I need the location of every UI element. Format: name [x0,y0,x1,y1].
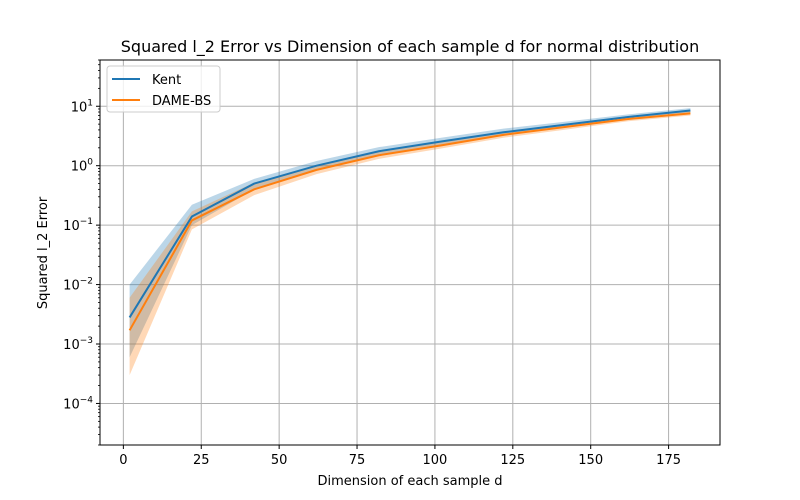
x-tick-label: 100 [423,453,448,468]
x-axis-ticks: 0 25 50 75 100 125 150 175 [119,445,681,468]
legend-label: DAME-BS [152,94,211,109]
chart-title: Squared l_2 Error vs Dimension of each s… [121,37,699,57]
y-tick-label: 10−4 [63,395,93,412]
y-tick-label: 100 [71,158,94,175]
x-tick-label: 175 [656,453,681,468]
y-tick-label: 10−2 [63,277,93,294]
grid-lines [100,60,720,445]
x-tick-label: 75 [349,453,366,468]
y-axis-label: Squared l_2 Error [36,196,51,309]
y-tick-label: 10−1 [63,217,93,234]
legend-label: Kent [152,73,181,88]
x-tick-label: 50 [271,453,288,468]
confidence-bands [129,108,691,376]
y-tick-label: 101 [71,98,93,115]
y-axis-ticks: 10−4 10−3 10−2 10−1 100 101 [63,59,100,446]
series-line [128,112,691,331]
x-tick-label: 25 [193,453,210,468]
x-tick-label: 0 [119,453,127,468]
legend: Kent DAME-BS [106,65,221,113]
x-tick-label: 150 [578,453,603,468]
series-lines [128,109,691,331]
x-tick-label: 125 [500,453,525,468]
x-axis-label: Dimension of each sample d [317,474,502,489]
series-line [128,109,691,318]
plot-frame [99,59,721,446]
y-tick-label: 10−3 [63,336,93,353]
